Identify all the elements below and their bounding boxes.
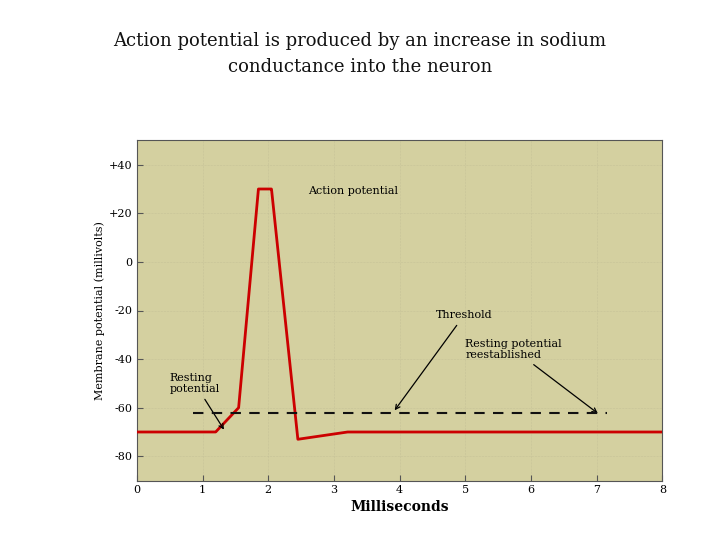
Text: Action potential is produced by an increase in sodium: Action potential is produced by an incre… [114,31,606,50]
Text: Resting potential
reestablished: Resting potential reestablished [465,339,597,413]
Text: conductance into the neuron: conductance into the neuron [228,58,492,77]
Y-axis label: Membrane potential (millivolts): Membrane potential (millivolts) [94,221,105,400]
Text: Threshold: Threshold [395,310,492,409]
X-axis label: Milliseconds: Milliseconds [351,501,449,514]
Text: Resting
potential: Resting potential [170,373,223,428]
Text: Action potential: Action potential [307,186,397,197]
